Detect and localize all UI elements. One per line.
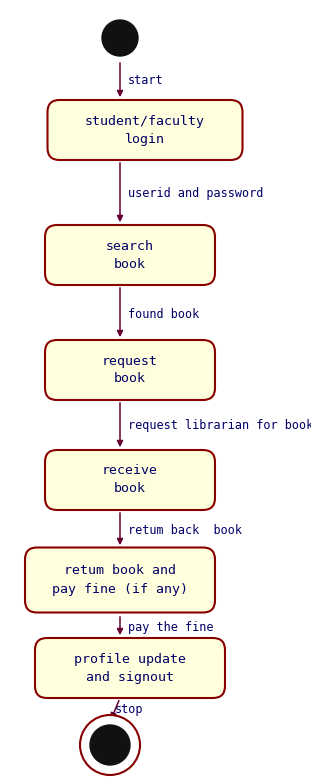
FancyBboxPatch shape [48,100,243,160]
Text: student/faculty
login: student/faculty login [85,115,205,146]
FancyBboxPatch shape [45,450,215,510]
FancyBboxPatch shape [35,638,225,698]
Text: search
book: search book [106,239,154,271]
Text: found book: found book [128,307,199,321]
Text: pay the fine: pay the fine [128,621,213,633]
Circle shape [90,725,130,765]
FancyBboxPatch shape [45,340,215,400]
Circle shape [102,20,138,56]
Circle shape [80,715,140,775]
Text: profile update
and signout: profile update and signout [74,653,186,683]
Text: receive
book: receive book [102,465,158,495]
Text: request
book: request book [102,354,158,385]
Text: retum book and
pay fine (if any): retum book and pay fine (if any) [52,565,188,595]
Text: start: start [128,73,164,87]
Text: stop: stop [115,704,143,717]
FancyBboxPatch shape [25,548,215,612]
Text: retum back  book: retum back book [128,523,242,537]
FancyBboxPatch shape [45,225,215,285]
Text: request librarian for book: request librarian for book [128,420,311,432]
Text: userid and password: userid and password [128,187,263,200]
